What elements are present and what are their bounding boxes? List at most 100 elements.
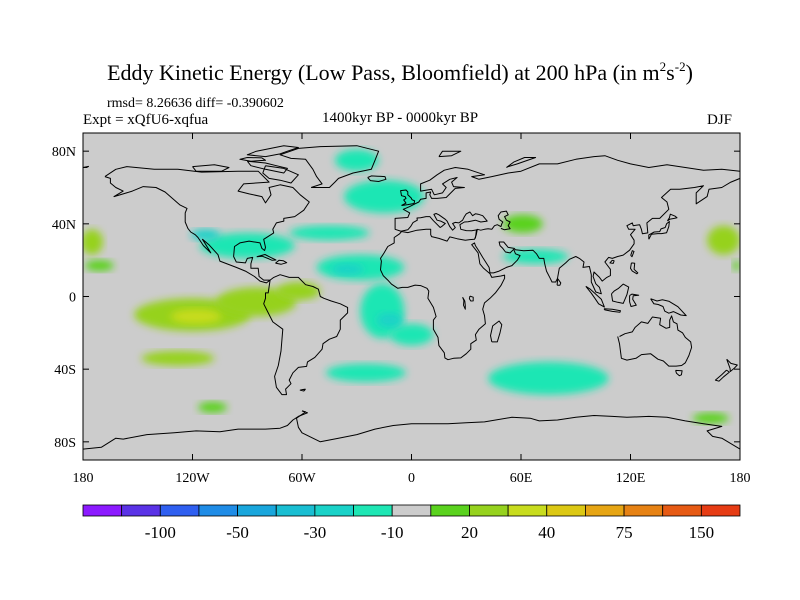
coastline-28	[246, 145, 299, 158]
anomaly-region-15	[289, 225, 370, 241]
anomaly-region-23	[331, 263, 364, 275]
colorbar-swatch-16	[700, 504, 741, 517]
coastline-36	[462, 296, 466, 310]
coastline-1	[263, 274, 349, 396]
anomaly-region-9	[198, 401, 228, 413]
coastline-3	[380, 155, 740, 361]
anomaly-region-1	[170, 309, 222, 324]
anomaly-region-10	[692, 412, 730, 424]
anomaly-region-6	[707, 225, 740, 255]
lon-tick-label-2: 60W	[288, 471, 316, 486]
coastline-30	[506, 157, 537, 168]
lat-tick-label-0: 80N	[52, 145, 76, 160]
coastline-29	[438, 150, 462, 158]
coastline-31	[83, 165, 89, 168]
coastline-8	[666, 213, 678, 222]
coastline-7	[648, 221, 670, 240]
colorbar-swatch-10	[469, 504, 509, 517]
anomaly-region-8	[732, 260, 740, 272]
colorbar-swatch-5	[275, 504, 316, 517]
lat-tick-label-4: 80S	[54, 436, 76, 451]
colorbar-swatch-0	[82, 504, 123, 517]
lon-tick-label-3: 0	[408, 471, 415, 486]
anomaly-region-5	[83, 229, 103, 255]
coastline-22	[256, 254, 277, 261]
colorbar-label-6: 75	[616, 523, 633, 542]
coastline-10	[603, 308, 621, 313]
coastline-21	[675, 369, 683, 377]
colorbar-label-4: 20	[461, 523, 478, 542]
anomaly-region-18	[389, 323, 434, 346]
colorbar-swatch-4	[237, 504, 277, 517]
colorbar-swatch-6	[314, 504, 354, 517]
lon-tick-label-0: 180	[73, 471, 94, 486]
colorbar-swatch-7	[353, 504, 393, 517]
colorbar-label-0: -100	[145, 523, 176, 542]
coastline-33	[83, 410, 308, 460]
anomaly-region-24	[376, 312, 403, 328]
lat-tick-label-2: 0	[69, 291, 76, 306]
coastline-37	[468, 295, 474, 302]
colorbar-swatch-11	[507, 504, 548, 517]
lon-tick-label-5: 120E	[616, 471, 646, 486]
anomaly-region-14	[199, 232, 295, 259]
coastline-16	[609, 259, 615, 264]
colorbar-swatch-13	[585, 504, 625, 517]
anomaly-region-21	[502, 249, 569, 264]
colorbar-swatch-3	[198, 504, 238, 517]
coastline-20	[714, 369, 730, 382]
coastline-4	[617, 315, 693, 367]
anomaly-region-4	[141, 351, 215, 366]
coastline-11	[611, 283, 630, 304]
anomaly-region-2	[216, 287, 297, 317]
coastline-32	[299, 388, 306, 392]
colorbar-label-3: -10	[381, 523, 404, 542]
colorbar-swatch-12	[546, 504, 586, 517]
coastline-27	[239, 157, 266, 162]
coastline-14	[630, 262, 639, 275]
anomaly-region-11	[502, 214, 543, 233]
anomaly-region-20	[488, 361, 609, 395]
coastline-19	[726, 358, 738, 372]
colorbar-swatch-1	[121, 504, 161, 517]
coastline-17	[556, 278, 562, 286]
coastline-0	[104, 166, 310, 284]
colorbar-label-7: 150	[689, 523, 715, 542]
colorbar-label-5: 40	[538, 523, 555, 542]
lat-tick-label-1: 40N	[52, 218, 76, 233]
coastline-35	[474, 210, 511, 239]
colorbar-swatch-2	[159, 504, 200, 517]
anomaly-region-12	[334, 149, 379, 172]
anomaly-region-7	[84, 260, 114, 272]
coastline-15	[630, 250, 635, 258]
coastlines	[83, 145, 740, 460]
map-background	[83, 133, 740, 460]
coastline-12	[629, 293, 640, 307]
colorbar-swatch-15	[662, 504, 702, 517]
colorbar-label-2: -30	[304, 523, 327, 542]
period-label: 1400kyr BP - 0000kyr BP	[322, 110, 479, 126]
colorbar-swatch-14	[623, 504, 664, 517]
colorbar-swatch-8	[391, 504, 432, 517]
anomaly-region-13	[344, 180, 425, 214]
lon-tick-label-6: 180	[730, 471, 751, 486]
colorbar-label-1: -50	[226, 523, 249, 542]
chart-title: Eddy Kinetic Energy (Low Pass, Bloomfiel…	[107, 59, 693, 85]
colorbar-swatch-9	[430, 504, 470, 517]
lon-tick-label-4: 60E	[510, 471, 533, 486]
coastline-9	[585, 285, 605, 308]
coastline-18	[490, 320, 503, 343]
axis-ticks: 180 120W 60W 0 60E 120E 180 80N 40N 0 40S 80S	[52, 133, 751, 486]
colorbar: -100 -50 -30 -10 20 40 75 150	[82, 504, 741, 542]
lat-tick-label-3: 40S	[54, 363, 76, 378]
anomaly-region-3	[276, 282, 321, 301]
experiment-label: Expt = xQfU6-xqfua	[83, 112, 209, 128]
stats-label: rmsd= 8.26636 diff= -0.390602	[107, 96, 284, 111]
coastline-26	[192, 164, 230, 172]
coastline-13	[650, 298, 687, 317]
coastline-34	[296, 410, 740, 460]
coastline-23	[275, 259, 288, 265]
coastline-2	[279, 145, 380, 188]
lon-tick-label-1: 120W	[175, 471, 210, 486]
